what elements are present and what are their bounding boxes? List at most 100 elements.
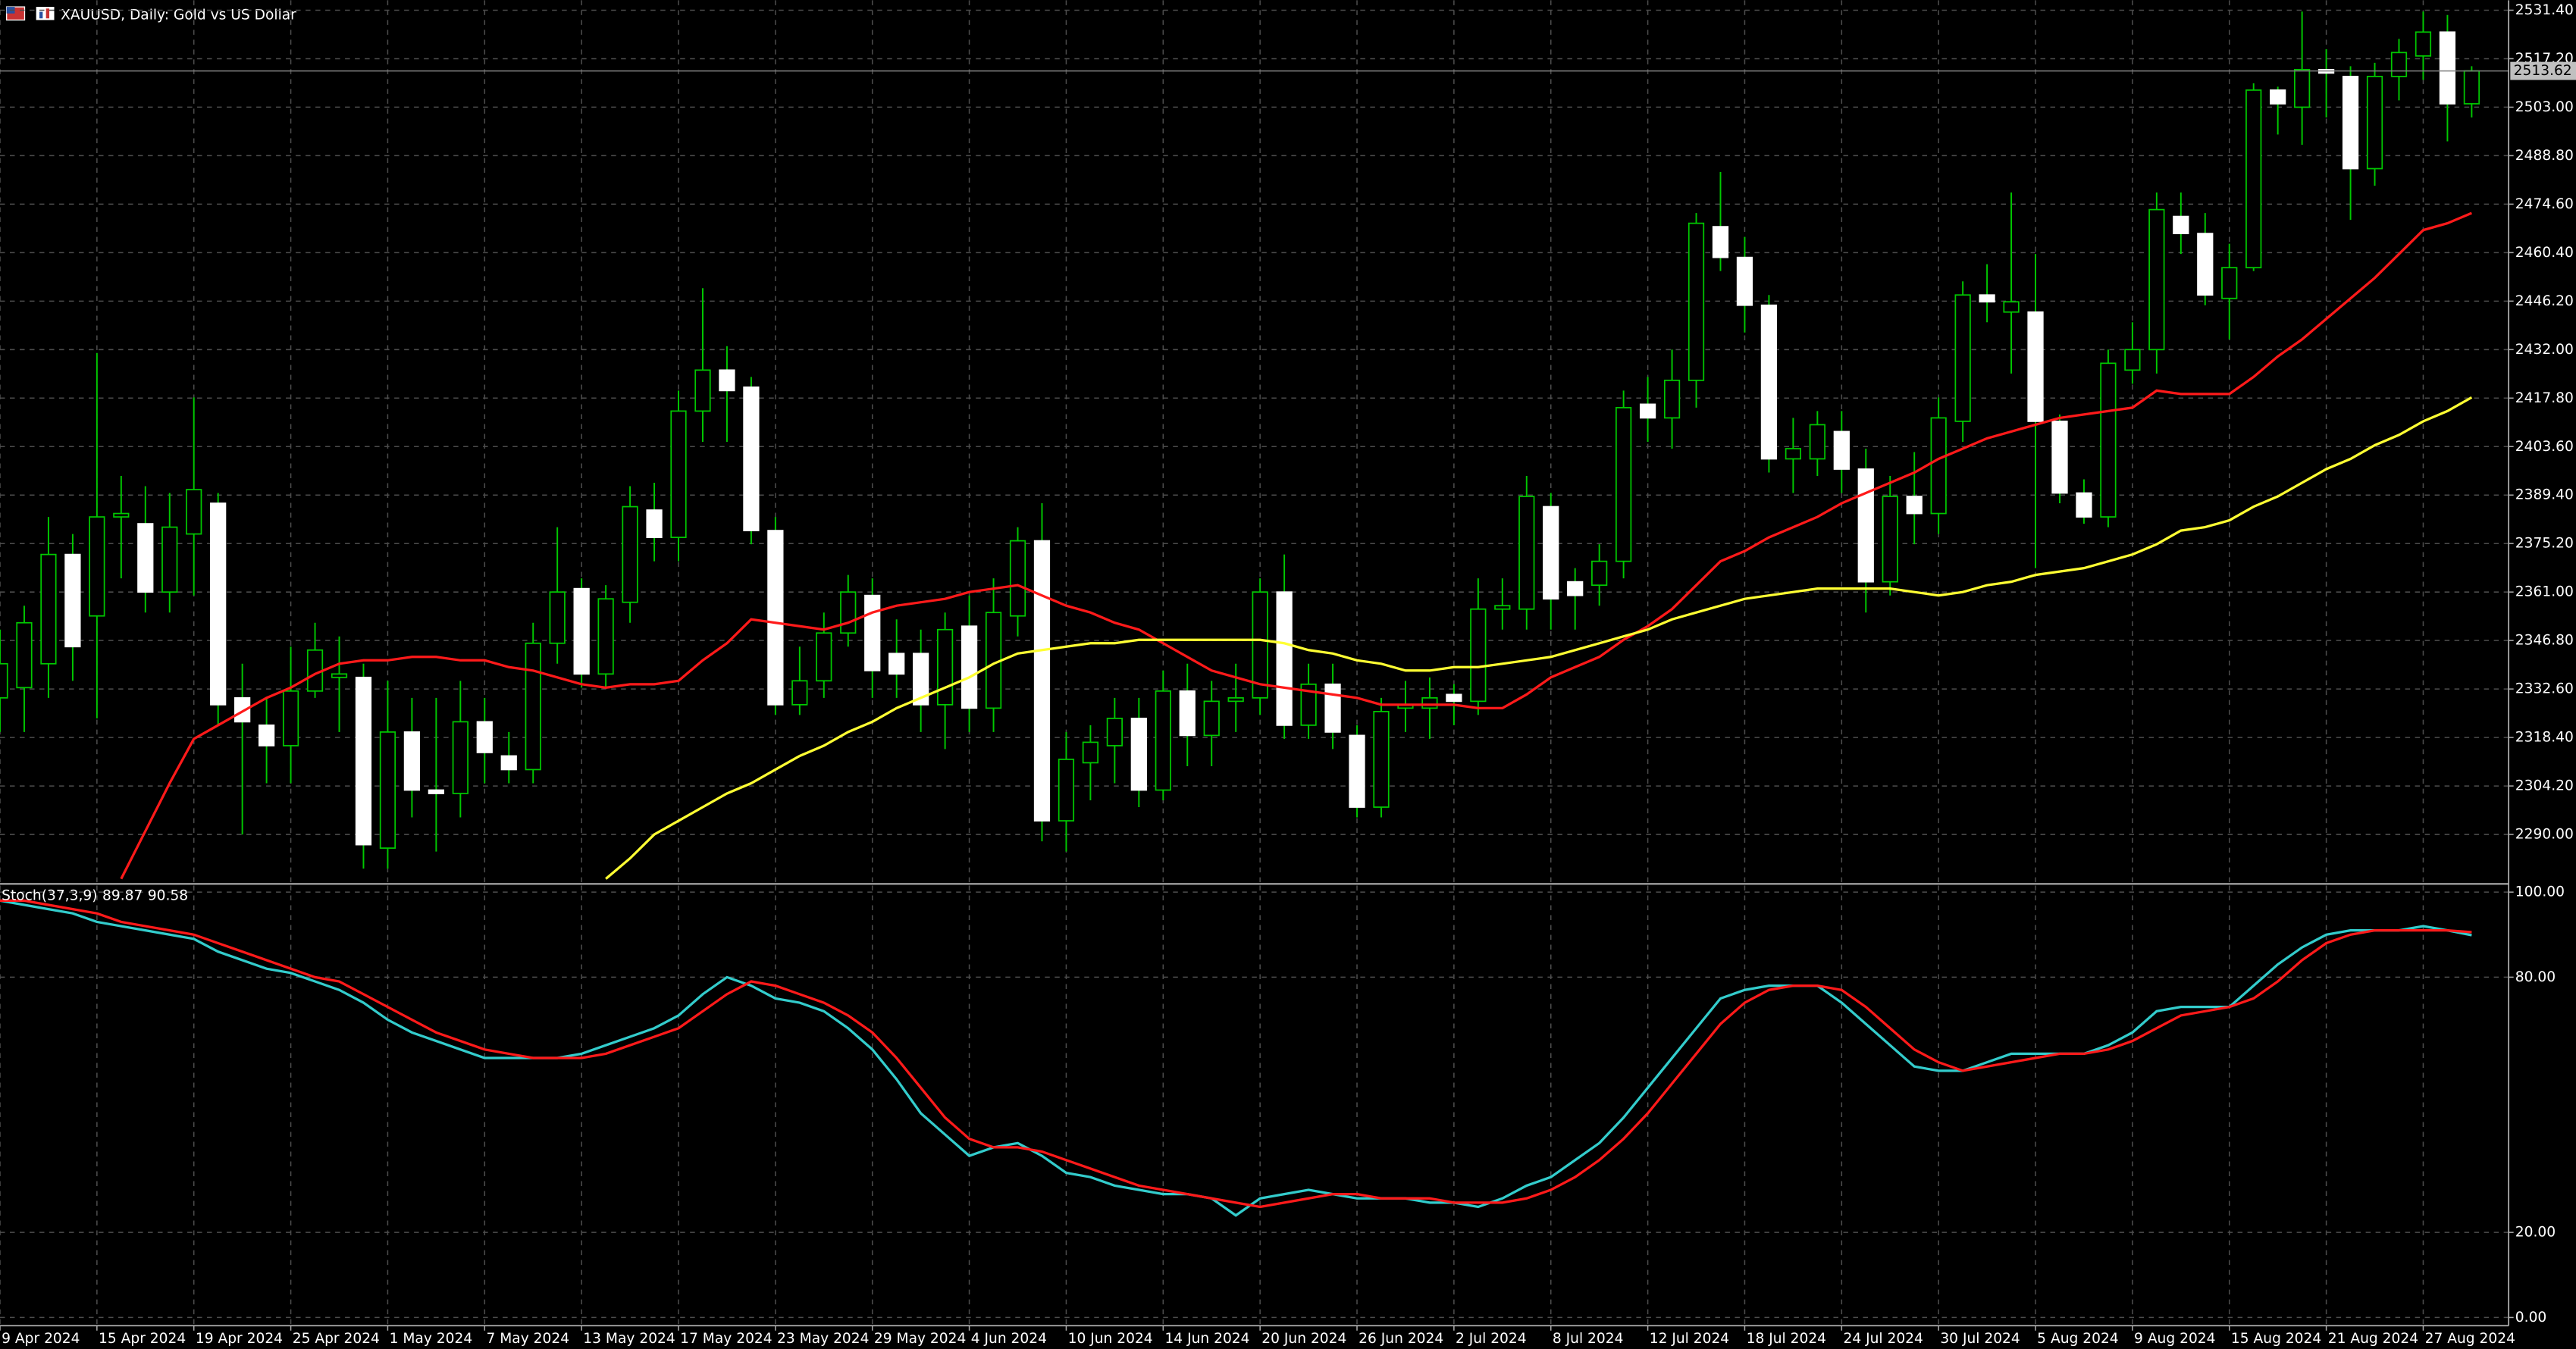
candle-body [2342, 76, 2359, 170]
candle-body [331, 673, 348, 678]
candle-body [840, 591, 857, 634]
candle-body [89, 516, 105, 617]
candle-body [1882, 496, 1898, 583]
y-tick-label: 2503.00 [2515, 99, 2574, 115]
y-tick-label: 2361.00 [2515, 584, 2574, 600]
candle-body [2390, 52, 2408, 77]
candle-body [379, 731, 396, 849]
x-tick-label: 8 Jul 2024 [1553, 1331, 1624, 1347]
indicator-line [120, 211, 2473, 880]
candle-body [1712, 226, 1729, 258]
y-tick-label: 20.00 [2515, 1225, 2556, 1241]
candle-body [937, 628, 954, 706]
y-tick-label: 80.00 [2515, 969, 2556, 985]
x-tick-label: 15 Aug 2024 [2231, 1331, 2321, 1347]
candle-body [719, 369, 735, 392]
candle-body [258, 725, 275, 746]
candle-body [500, 755, 517, 771]
candle-body [2415, 31, 2432, 57]
candle-body [816, 632, 832, 682]
indicator-value: 89.87 [102, 887, 143, 903]
chart-icon [36, 7, 55, 20]
y-tick-label: 2403.60 [2515, 439, 2574, 455]
candle-body [1227, 696, 1244, 703]
x-tick-label: 20 Jun 2024 [1261, 1331, 1346, 1347]
candle-body [0, 662, 8, 699]
indicator-line [605, 396, 2473, 880]
x-tick-label: 21 Aug 2024 [2328, 1331, 2418, 1347]
candle-body [622, 505, 638, 603]
x-tick-label: 13 May 2024 [583, 1331, 675, 1347]
y-tick-label: 2432.00 [2515, 342, 2574, 358]
candle-body [1155, 690, 1171, 791]
y-tick-label: 2290.00 [2515, 827, 2574, 843]
x-tick-label: 15 Apr 2024 [99, 1331, 186, 1347]
chart-icon [45, 8, 50, 19]
candle-body [282, 690, 299, 746]
candle-body [1833, 430, 1850, 470]
candle-body [1033, 540, 1051, 822]
candle-body [234, 696, 251, 723]
y-tick-label: 2474.60 [2515, 196, 2574, 212]
candle-body [2197, 233, 2214, 296]
candle-body [137, 523, 154, 593]
candle-body [2100, 362, 2117, 518]
candle-body [2366, 76, 2383, 170]
candle-body [1567, 581, 1584, 596]
candle-body [1494, 605, 1511, 610]
x-tick-label: 29 May 2024 [874, 1331, 966, 1347]
candle-body [428, 789, 444, 794]
candle-body [2051, 421, 2068, 494]
candle-body [403, 731, 421, 791]
chart-icon [39, 11, 43, 19]
candle-body [2148, 208, 2165, 351]
candle-body [1300, 683, 1317, 726]
candle-body [743, 386, 760, 531]
candle-body [1688, 222, 1705, 381]
candle-body [694, 369, 711, 412]
candle-body [791, 680, 808, 706]
indicator-line [0, 899, 2472, 1209]
candle-body [1349, 734, 1365, 808]
candle-body [1373, 711, 1390, 808]
candle-body [210, 502, 227, 706]
candle-body [1470, 608, 1487, 703]
candle-body [1106, 718, 1123, 746]
x-tick-label: 17 May 2024 [680, 1331, 772, 1347]
chart-title: XAUUSD, Daily: Gold vs US Dollar [61, 7, 296, 23]
candle-body [1857, 468, 1874, 583]
candle-body [913, 653, 929, 706]
y-tick-label: 2417.80 [2515, 390, 2574, 406]
y-tick-label: 100.00 [2515, 884, 2565, 900]
x-tick-label: 27 Aug 2024 [2425, 1331, 2515, 1347]
candle-body [2027, 311, 2044, 422]
y-tick-label: 0.00 [2515, 1310, 2546, 1326]
last-price-label: 2513.62 [2514, 63, 2572, 79]
candle-body [1518, 496, 1535, 610]
x-tick-label: 25 Apr 2024 [293, 1331, 380, 1347]
candle-body [1058, 759, 1075, 822]
candle-body [2173, 215, 2189, 234]
y-tick-label: 2318.40 [2515, 730, 2574, 746]
candle-body [670, 410, 687, 538]
x-tick-label: 19 Apr 2024 [196, 1331, 283, 1347]
candle-body [1760, 304, 1778, 460]
x-tick-label: 10 Jun 2024 [1068, 1331, 1153, 1347]
candle-body [961, 625, 978, 709]
indicator-value: 90.58 [148, 887, 188, 903]
candle-body [476, 721, 493, 753]
candle-body [767, 530, 784, 706]
candle-body [1082, 741, 1099, 764]
candle-body [1324, 683, 1341, 733]
indicator-title: Stoch(37,3,9) [2, 887, 97, 903]
candle-body [2221, 267, 2238, 299]
candle-body [1736, 256, 1753, 306]
candle-body [1203, 700, 1220, 737]
candle-body [1179, 690, 1196, 737]
x-tick-label: 5 Aug 2024 [2037, 1331, 2118, 1347]
candle-body [16, 621, 33, 689]
candle-body [1906, 496, 1923, 515]
candle-body [1276, 591, 1293, 726]
candle-body [1954, 294, 1971, 422]
